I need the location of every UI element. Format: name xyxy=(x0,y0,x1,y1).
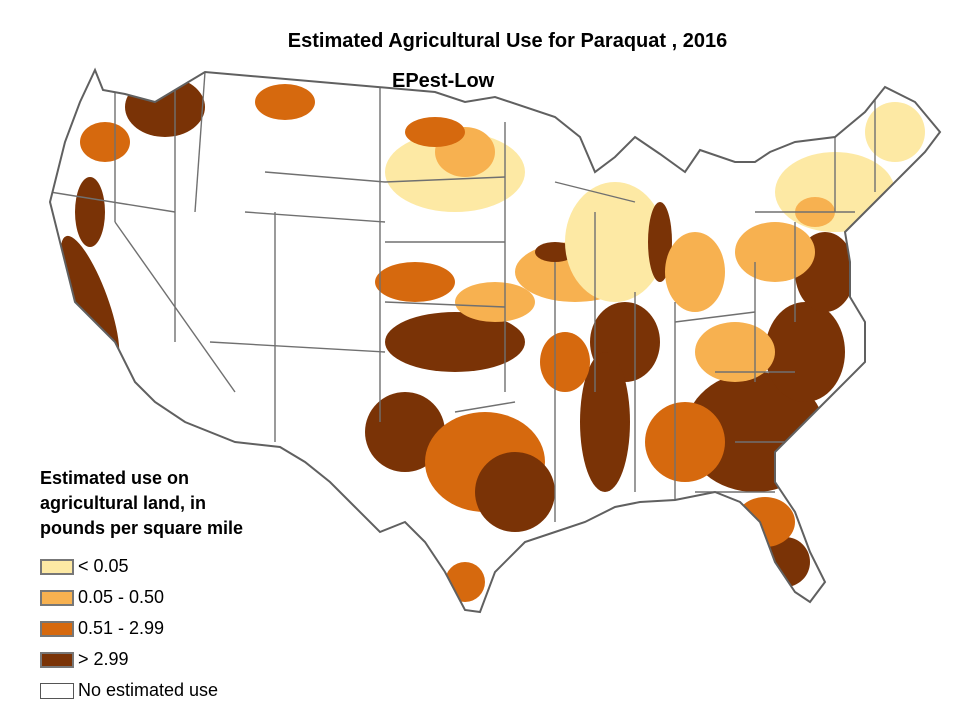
use-patch xyxy=(540,332,590,392)
use-patch xyxy=(75,177,105,247)
use-patch xyxy=(405,117,465,147)
legend-label: < 0.05 xyxy=(78,556,129,576)
legend-item: < 0.05 xyxy=(40,551,320,582)
legend-item: > 2.99 xyxy=(40,644,320,675)
legend-swatch xyxy=(40,558,74,575)
legend-label: 0.05 - 0.50 xyxy=(78,587,165,607)
use-patch xyxy=(565,182,665,302)
use-patch xyxy=(475,452,555,532)
legend-items: < 0.05 0.05 - 0.50 0.51 - 2.99 > 2.99 No… xyxy=(40,551,320,706)
use-patch xyxy=(255,84,315,120)
use-patch xyxy=(665,232,725,312)
state-borders xyxy=(50,70,876,522)
legend-swatch xyxy=(40,620,74,637)
use-patch xyxy=(80,122,130,162)
use-patch xyxy=(580,352,630,492)
legend-label: No estimated use xyxy=(78,680,219,700)
use-patch xyxy=(385,312,525,372)
use-patch xyxy=(455,282,535,322)
map-title: Estimated Agricultural Use for Paraquat … xyxy=(287,30,728,52)
legend-swatch xyxy=(40,682,74,699)
legend-item: 0.05 - 0.50 xyxy=(40,582,320,613)
use-patch xyxy=(645,402,725,482)
use-patch xyxy=(735,222,815,282)
use-patch xyxy=(765,302,845,402)
legend-title-line: pounds per square mile xyxy=(40,518,244,538)
legend-item: No estimated use xyxy=(40,675,320,706)
use-patch xyxy=(125,77,205,137)
use-patch xyxy=(735,497,795,547)
legend-swatch xyxy=(40,589,74,606)
use-patch xyxy=(365,392,445,472)
legend-item: 0.51 - 2.99 xyxy=(40,613,320,644)
us-map xyxy=(49,69,941,613)
legend-label: > 2.99 xyxy=(78,649,129,669)
legend-title: Estimated use on agricultural land, in p… xyxy=(40,466,320,541)
use-patch xyxy=(865,102,925,162)
use-patch xyxy=(535,242,575,262)
legend-swatch xyxy=(40,651,74,668)
map-subtitle: EPest-Low xyxy=(392,70,495,92)
legend-title-line: Estimated use on xyxy=(40,468,190,488)
legend: Estimated use on agricultural land, in p… xyxy=(40,466,320,706)
legend-label: 0.51 - 2.99 xyxy=(78,618,165,638)
legend-title-line: agricultural land, in xyxy=(40,493,207,513)
use-patch xyxy=(375,262,455,302)
use-patch xyxy=(695,322,775,382)
